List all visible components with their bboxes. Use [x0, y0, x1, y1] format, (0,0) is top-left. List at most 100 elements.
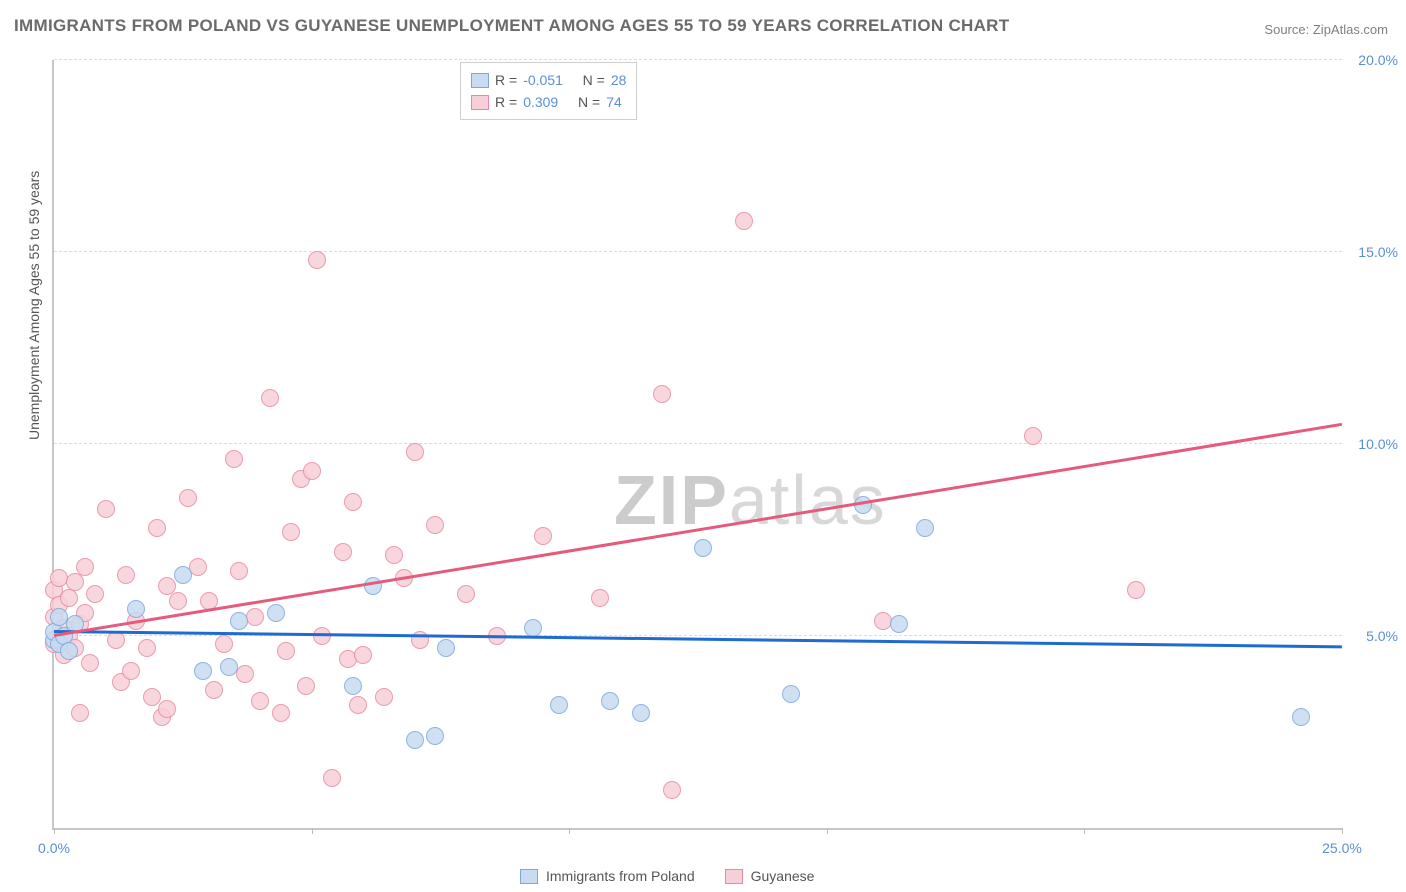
- n-label: N =: [578, 94, 600, 110]
- legend-bottom: Immigrants from Poland Guyanese: [520, 868, 814, 884]
- scatter-point: [524, 619, 542, 637]
- scatter-point: [406, 443, 424, 461]
- scatter-point: [375, 688, 393, 706]
- scatter-point: [916, 519, 934, 537]
- legend-item-series2: Guyanese: [725, 868, 815, 884]
- scatter-point: [86, 585, 104, 603]
- scatter-point: [60, 589, 78, 607]
- scatter-point: [663, 781, 681, 799]
- scatter-point: [194, 662, 212, 680]
- scatter-point: [890, 615, 908, 633]
- scatter-point: [282, 523, 300, 541]
- source-label: Source:: [1264, 22, 1309, 37]
- chart-container: IMMIGRANTS FROM POLAND VS GUYANESE UNEMP…: [0, 0, 1406, 892]
- scatter-point: [97, 500, 115, 518]
- swatch-series1-bottom: [520, 869, 538, 884]
- r-label: R =: [495, 94, 517, 110]
- scatter-point: [251, 692, 269, 710]
- source-credit: Source: ZipAtlas.com: [1264, 22, 1388, 37]
- legend-row-series1: R = -0.051 N = 28: [471, 69, 626, 91]
- y-tick-label: 15.0%: [1358, 244, 1398, 260]
- gridline: [54, 635, 1342, 636]
- scatter-point: [158, 700, 176, 718]
- watermark: ZIPatlas: [614, 460, 887, 540]
- scatter-point: [169, 592, 187, 610]
- scatter-point: [272, 704, 290, 722]
- scatter-point: [236, 665, 254, 683]
- scatter-point: [334, 543, 352, 561]
- n-value-series2: 74: [606, 94, 622, 110]
- scatter-point: [406, 731, 424, 749]
- scatter-point: [215, 635, 233, 653]
- scatter-point: [694, 539, 712, 557]
- source-value: ZipAtlas.com: [1313, 22, 1388, 37]
- y-tick-label: 10.0%: [1358, 436, 1398, 452]
- trend-line: [54, 422, 1342, 636]
- scatter-point: [179, 489, 197, 507]
- scatter-point: [138, 639, 156, 657]
- scatter-point: [344, 493, 362, 511]
- scatter-point: [297, 677, 315, 695]
- x-tick: [312, 828, 313, 834]
- x-tick: [54, 828, 55, 834]
- scatter-point: [534, 527, 552, 545]
- scatter-point: [81, 654, 99, 672]
- x-tick: [569, 828, 570, 834]
- scatter-point: [550, 696, 568, 714]
- n-label: N =: [583, 72, 605, 88]
- scatter-point: [148, 519, 166, 537]
- scatter-point: [601, 692, 619, 710]
- scatter-point: [653, 385, 671, 403]
- scatter-point: [230, 562, 248, 580]
- x-tick-label: 25.0%: [1322, 840, 1362, 856]
- gridline: [54, 251, 1342, 252]
- gridline: [54, 443, 1342, 444]
- scatter-point: [66, 573, 84, 591]
- swatch-series1: [471, 73, 489, 88]
- y-axis-title: Unemployment Among Ages 55 to 59 years: [26, 171, 42, 440]
- scatter-point: [1024, 427, 1042, 445]
- scatter-point: [143, 688, 161, 706]
- scatter-point: [246, 608, 264, 626]
- scatter-point: [127, 600, 145, 618]
- scatter-point: [261, 389, 279, 407]
- scatter-point: [308, 251, 326, 269]
- scatter-point: [349, 696, 367, 714]
- gridline: [54, 59, 1342, 60]
- legend-label-series1: Immigrants from Poland: [546, 868, 695, 884]
- scatter-point: [437, 639, 455, 657]
- scatter-point: [426, 727, 444, 745]
- scatter-point: [385, 546, 403, 564]
- r-value-series2: 0.309: [523, 94, 558, 110]
- swatch-series2: [471, 95, 489, 110]
- scatter-point: [354, 646, 372, 664]
- scatter-point: [457, 585, 475, 603]
- x-tick: [827, 828, 828, 834]
- y-tick-label: 20.0%: [1358, 52, 1398, 68]
- r-value-series1: -0.051: [523, 72, 563, 88]
- scatter-point: [426, 516, 444, 534]
- legend-label-series2: Guyanese: [751, 868, 815, 884]
- scatter-point: [230, 612, 248, 630]
- scatter-point: [267, 604, 285, 622]
- scatter-point: [107, 631, 125, 649]
- legend-item-series1: Immigrants from Poland: [520, 868, 695, 884]
- scatter-point: [1127, 581, 1145, 599]
- trend-line: [54, 630, 1342, 648]
- scatter-point: [189, 558, 207, 576]
- scatter-point: [122, 662, 140, 680]
- scatter-point: [735, 212, 753, 230]
- scatter-point: [174, 566, 192, 584]
- x-tick: [1342, 828, 1343, 834]
- scatter-point: [220, 658, 238, 676]
- scatter-point: [60, 642, 78, 660]
- scatter-point: [76, 558, 94, 576]
- scatter-point: [854, 496, 872, 514]
- plot-area: ZIPatlas 5.0%10.0%15.0%20.0%0.0%25.0%: [52, 60, 1342, 830]
- y-tick-label: 5.0%: [1366, 628, 1398, 644]
- chart-title: IMMIGRANTS FROM POLAND VS GUYANESE UNEMP…: [14, 16, 1009, 36]
- r-label: R =: [495, 72, 517, 88]
- scatter-point: [344, 677, 362, 695]
- scatter-point: [205, 681, 223, 699]
- scatter-point: [323, 769, 341, 787]
